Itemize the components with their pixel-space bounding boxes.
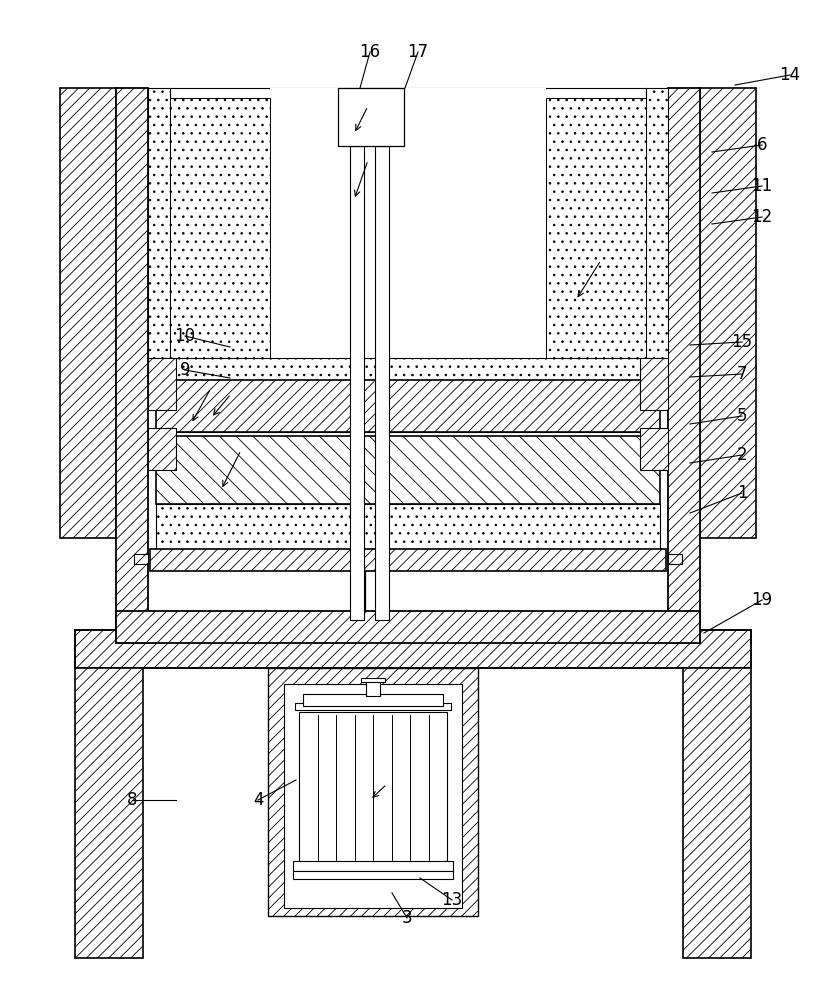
Bar bbox=[156, 358, 660, 380]
Text: 6: 6 bbox=[757, 136, 767, 154]
Text: 12: 12 bbox=[752, 208, 772, 226]
Text: 7: 7 bbox=[737, 365, 748, 383]
Bar bbox=[303, 694, 443, 706]
Bar bbox=[116, 611, 700, 643]
Bar bbox=[156, 380, 660, 432]
Bar bbox=[170, 88, 646, 360]
Text: 14: 14 bbox=[780, 66, 800, 84]
Bar bbox=[60, 88, 116, 538]
Bar bbox=[270, 88, 546, 360]
Bar bbox=[293, 861, 453, 871]
Bar bbox=[268, 668, 478, 916]
Bar bbox=[148, 358, 176, 410]
Bar bbox=[375, 146, 389, 620]
Text: 19: 19 bbox=[752, 591, 772, 609]
Bar bbox=[299, 712, 447, 873]
Text: 10: 10 bbox=[174, 327, 196, 345]
Bar bbox=[546, 98, 646, 360]
Bar bbox=[148, 88, 170, 360]
Text: 15: 15 bbox=[732, 333, 752, 351]
Bar bbox=[366, 680, 380, 696]
Bar bbox=[293, 871, 453, 879]
Bar bbox=[170, 98, 270, 360]
Bar bbox=[150, 549, 666, 571]
Bar bbox=[668, 88, 700, 643]
Bar bbox=[284, 684, 462, 908]
Bar bbox=[156, 504, 660, 549]
Text: 5: 5 bbox=[737, 407, 748, 425]
Bar bbox=[134, 554, 148, 564]
Bar bbox=[148, 428, 176, 470]
Bar bbox=[646, 88, 668, 360]
Bar bbox=[700, 88, 756, 538]
Bar bbox=[116, 88, 148, 643]
Text: 11: 11 bbox=[752, 177, 772, 195]
Text: 9: 9 bbox=[180, 361, 190, 379]
Text: 2: 2 bbox=[737, 446, 748, 464]
Bar bbox=[640, 428, 668, 470]
Bar bbox=[361, 678, 385, 682]
Bar bbox=[156, 436, 660, 504]
Text: 3: 3 bbox=[401, 909, 412, 927]
Bar bbox=[75, 668, 143, 958]
Bar bbox=[640, 358, 668, 410]
Text: 13: 13 bbox=[441, 891, 463, 909]
Bar bbox=[668, 554, 682, 564]
Text: 17: 17 bbox=[407, 43, 429, 61]
Bar bbox=[338, 88, 404, 146]
Bar bbox=[295, 703, 451, 710]
Text: 1: 1 bbox=[737, 484, 748, 502]
Bar bbox=[75, 630, 751, 668]
Text: 4: 4 bbox=[253, 791, 263, 809]
Text: 8: 8 bbox=[126, 791, 137, 809]
Text: 16: 16 bbox=[359, 43, 381, 61]
Bar bbox=[350, 146, 364, 620]
Bar bbox=[683, 668, 751, 958]
